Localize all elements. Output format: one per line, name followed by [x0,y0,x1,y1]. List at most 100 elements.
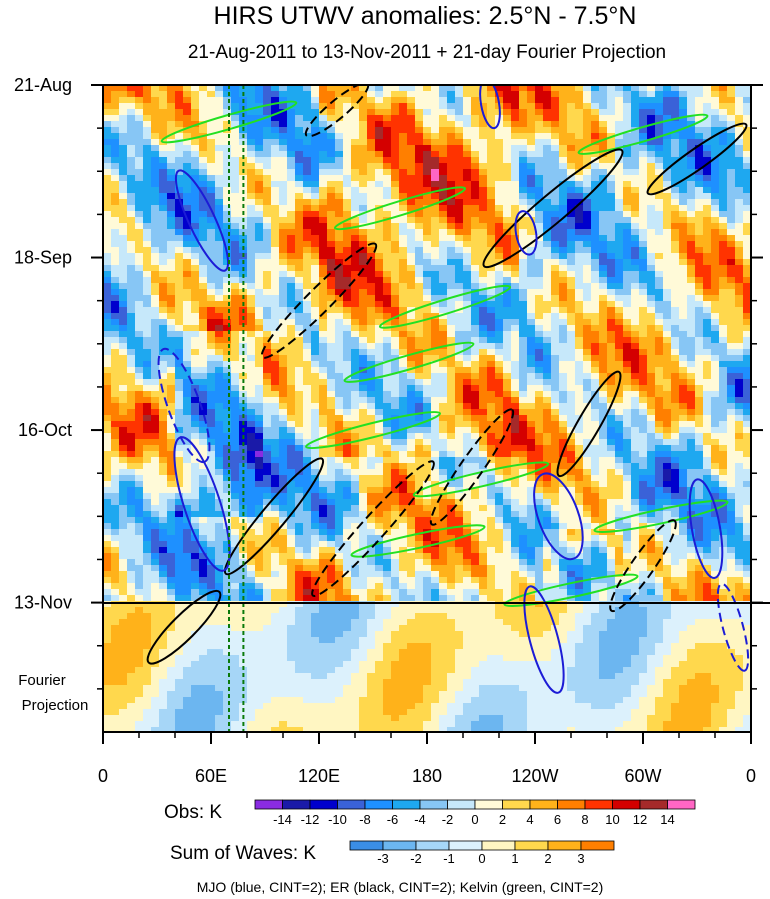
heatmap-cell [703,253,712,260]
heatmap-cell [535,415,544,422]
heatmap-cell [487,325,496,332]
heatmap-cell [319,97,328,104]
heatmap-cell [575,163,584,170]
heatmap-cell [575,331,584,338]
heatmap-cell [727,121,736,128]
heatmap-cell [455,211,464,218]
heatmap-cell [127,241,136,248]
heatmap-cell [487,139,496,146]
heatmap-cell [647,151,656,158]
heatmap-cell [207,403,216,410]
heatmap-cell [503,181,512,188]
heatmap-cell [471,181,480,188]
heatmap-cell [423,313,432,320]
heatmap-cell [135,193,144,200]
heatmap-cell [463,265,472,272]
heatmap-cell [575,97,584,104]
heatmap-cell [223,451,232,458]
heatmap-cell [119,163,128,170]
heatmap-cell [703,175,712,182]
heatmap-cell [559,169,568,176]
heatmap-cell [255,205,264,212]
heatmap-cell [391,127,400,134]
heatmap-cell [119,229,128,236]
heatmap-cell [271,157,280,164]
heatmap-cell [639,265,648,272]
heatmap-cell [655,163,664,170]
heatmap-cell [503,415,512,422]
heatmap-cell [431,103,440,110]
heatmap-cell [343,343,352,350]
heatmap-cell [543,121,552,128]
heatmap-cell [647,205,656,212]
heatmap-cell [615,169,624,176]
heatmap-cell [439,229,448,236]
heatmap-cell [287,439,296,446]
heatmap-cell [311,127,320,134]
heatmap-cell [527,427,536,434]
heatmap-cell [319,403,328,410]
heatmap-cell [711,409,720,416]
heatmap-cell [103,433,112,440]
heatmap-cell [495,121,504,128]
heatmap-cell [583,379,592,386]
heatmap-cell [199,97,208,104]
heatmap-cell [383,445,392,452]
heatmap-cell [639,103,648,110]
heatmap-cell [263,403,272,410]
heatmap-cell [223,343,232,350]
heatmap-cell [111,109,120,116]
heatmap-cell [559,421,568,428]
heatmap-cell [303,337,312,344]
heatmap-cell [535,127,544,134]
heatmap-cell [271,379,280,386]
heatmap-cell [111,295,120,302]
heatmap-cell [439,271,448,278]
heatmap-cell [655,355,664,362]
heatmap-cell [175,175,184,182]
heatmap-cell [319,127,328,134]
heatmap-cell [743,91,751,98]
heatmap-cell [263,313,272,320]
heatmap-cell [519,187,528,194]
heatmap-cell [455,247,464,254]
heatmap-cell [703,295,712,302]
heatmap-cell [415,151,424,158]
heatmap-cell [599,277,608,284]
heatmap-cell [559,355,568,362]
heatmap-cell [503,301,512,308]
heatmap-cell [215,109,224,116]
heatmap-cell [303,379,312,386]
heatmap-cell [287,343,296,350]
heatmap-cell [559,229,568,236]
heatmap-cell [207,97,216,104]
heatmap-cell [319,223,328,230]
heatmap-cell [103,295,112,302]
heatmap-cell [655,259,664,266]
heatmap-cell [463,151,472,158]
heatmap-cell [247,127,256,134]
heatmap-cell [367,289,376,296]
heatmap-cell [183,343,192,350]
heatmap-cell [559,211,568,218]
heatmap-cell [303,91,312,98]
heatmap-cell [295,409,304,416]
heatmap-cell [359,331,368,338]
heatmap-cell [127,235,136,242]
heatmap-cell [223,139,232,146]
heatmap-cell [527,331,536,338]
heatmap-cell [711,337,720,344]
heatmap-cell [447,187,456,194]
heatmap-cell [679,127,688,134]
heatmap-cell [327,451,336,458]
heatmap-cell [319,421,328,428]
heatmap-cell [135,259,144,266]
heatmap-cell [247,199,256,206]
heatmap-cell [439,283,448,290]
heatmap-cell [175,283,184,290]
heatmap-cell [511,199,520,206]
heatmap-cell [623,199,632,206]
heatmap-cell [351,325,360,332]
heatmap-cell [111,259,120,266]
heatmap-cell [407,247,416,254]
